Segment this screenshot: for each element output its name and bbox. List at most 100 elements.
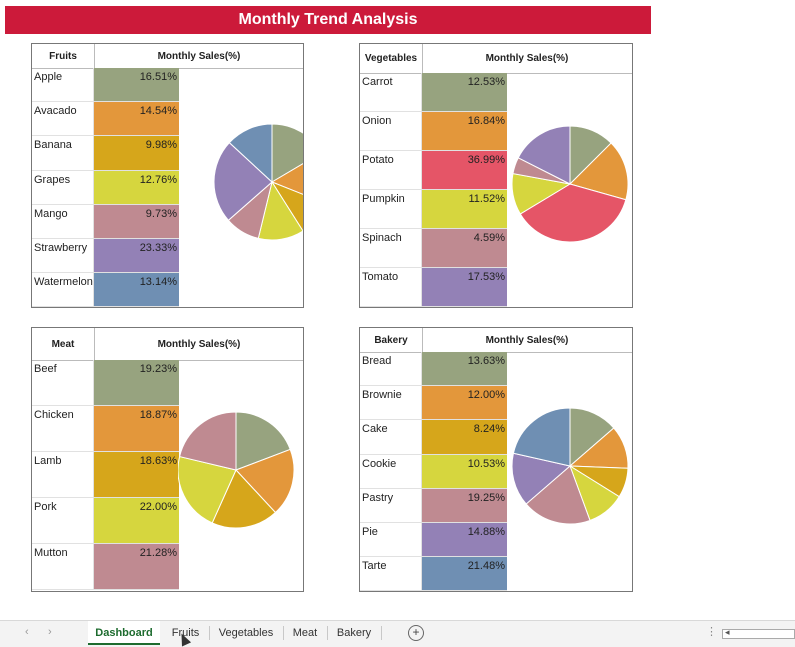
row-label: Cake <box>360 420 422 454</box>
pie-slice-onion <box>569 142 629 201</box>
chevron-left-icon[interactable]: ‹ <box>25 626 29 638</box>
tab-meat[interactable]: Meat <box>292 627 318 639</box>
column-header-sales: Monthly Sales(%) <box>485 53 569 64</box>
pie-slice-apple <box>271 124 303 183</box>
table-header: Vegetables Monthly Sales(%) <box>360 44 632 74</box>
row-value: 23.33% <box>94 238 179 273</box>
table-row: Spinach 4.59% <box>360 229 507 268</box>
row-value: 19.23% <box>94 360 179 405</box>
column-header-sales: Monthly Sales(%) <box>157 50 241 62</box>
pie-slice-avacado <box>270 163 303 195</box>
row-value: 16.51% <box>94 68 179 102</box>
row-value: 14.54% <box>94 102 179 136</box>
fruits-rows: Apple 16.51% Avacado 14.54% Banana 9.98% Grape… <box>32 68 179 307</box>
table-header: Meat Monthly Sales(%) <box>32 328 303 361</box>
chevron-left-icon[interactable]: ◂ <box>725 627 730 637</box>
table-row: Cookie 10.53% <box>360 454 507 489</box>
row-label: Pie <box>360 522 422 557</box>
tab-vegetables[interactable]: Vegetables <box>218 627 274 639</box>
row-label: Pastry <box>360 488 422 522</box>
meat-pie-chart <box>178 412 295 529</box>
row-label: Cookie <box>360 454 422 488</box>
row-label: Grapes <box>32 170 94 204</box>
table-row: Bread 13.63% <box>360 352 507 387</box>
row-value: 19.25% <box>422 488 507 522</box>
row-value: 10.53% <box>422 454 507 488</box>
pie-slice-tomato <box>517 126 571 185</box>
row-value: 13.63% <box>422 352 507 386</box>
table-row: Tarte 21.48% <box>360 557 507 591</box>
pie-slice-pie <box>511 452 572 505</box>
table-row: Pastry 19.25% <box>360 488 507 523</box>
row-label: Lamb <box>32 452 94 497</box>
horizontal-scrollbar[interactable]: ◂ <box>722 627 795 639</box>
row-value: 18.87% <box>94 406 179 451</box>
column-header-sales: Monthly Sales(%) <box>157 338 241 350</box>
column-header-category: Vegetables <box>360 44 423 73</box>
pie-slice-mutton <box>178 412 237 471</box>
column-header-category: Fruits <box>32 44 95 68</box>
pie-slice-lamb <box>211 469 277 529</box>
table-row: Grapes 12.76% <box>32 170 179 205</box>
table-row: Tomato 17.53% <box>360 268 507 307</box>
table-row: Pork 22.00% <box>32 498 179 544</box>
table-row: Cake 8.24% <box>360 420 507 455</box>
column-header-sales: Monthly Sales(%) <box>485 334 569 346</box>
tab-fruits[interactable]: Fruits <box>171 627 200 639</box>
table-row: Brownie 12.00% <box>360 386 507 421</box>
tab-separator <box>327 626 328 640</box>
tab-bakery[interactable]: Bakery <box>336 627 372 639</box>
row-value: 21.48% <box>422 557 507 591</box>
row-label: Mutton <box>32 544 94 589</box>
row-label: Pumpkin <box>360 190 422 228</box>
row-value: 4.59% <box>422 229 507 267</box>
table-row: Chicken 18.87% <box>32 406 179 452</box>
pie-slice-pastry <box>525 465 591 525</box>
tab-separator <box>209 626 210 640</box>
row-value: 12.00% <box>422 386 507 420</box>
row-label: Mango <box>32 204 94 238</box>
row-value: 13.14% <box>94 273 179 307</box>
row-value: 12.76% <box>94 170 179 204</box>
table-row: Mango 9.73% <box>32 204 179 239</box>
column-header-category: Bakery <box>360 328 423 352</box>
row-label: Brownie <box>360 386 422 420</box>
row-value: 8.24% <box>422 420 507 454</box>
row-label: Tomato <box>360 268 422 306</box>
row-value: 12.53% <box>422 73 507 111</box>
column-header-category: Meat <box>32 328 95 360</box>
plus-circle-icon[interactable]: + <box>408 625 424 641</box>
chevron-right-icon[interactable]: › <box>48 626 52 638</box>
row-value: 17.53% <box>422 268 507 306</box>
tab-separator <box>283 626 284 640</box>
more-options-icon[interactable]: ⋮ <box>706 626 717 638</box>
fruits-pie-chart <box>213 124 303 241</box>
row-label: Tarte <box>360 557 422 591</box>
bakery-pie-chart <box>511 408 629 525</box>
vegetables-pie-chart <box>511 126 629 243</box>
panel-vegetables: Vegetables Monthly Sales(%) Carrot 12.53%… <box>359 43 633 308</box>
row-value: 16.84% <box>422 112 507 150</box>
row-label: Avacado <box>32 102 94 136</box>
vegetables-rows: Carrot 12.53% Onion 16.84% Potato 36.99% Pumpk… <box>360 73 507 307</box>
meat-rows: Beef 19.23% Chicken 18.87% Lamb 18.63% Pork 22.… <box>32 360 179 590</box>
row-label: Potato <box>360 151 422 189</box>
row-label: Pork <box>32 498 94 543</box>
bakery-rows: Bread 13.63% Brownie 12.00% Cake 8.24% Cookie 1… <box>360 352 507 591</box>
tab-dashboard[interactable]: Dashboard <box>88 621 160 645</box>
row-value: 22.00% <box>94 498 179 543</box>
dashboard-title: Monthly Trend Analysis <box>5 6 651 34</box>
row-label: Chicken <box>32 406 94 451</box>
table-row: Avacado 14.54% <box>32 102 179 137</box>
row-label: Onion <box>360 112 422 150</box>
table-row: Onion 16.84% <box>360 112 507 151</box>
panel-meat: Meat Monthly Sales(%) Beef 19.23% Chicken 1… <box>31 327 304 592</box>
pie-slice-tarte <box>512 408 571 467</box>
row-label: Spinach <box>360 229 422 267</box>
table-row: Beef 19.23% <box>32 360 179 406</box>
table-row: Strawberry 23.33% <box>32 238 179 274</box>
pie-slice-pork <box>178 455 237 524</box>
table-row: Pumpkin 11.52% <box>360 190 507 229</box>
row-label: Beef <box>32 360 94 405</box>
tab-separator <box>381 626 382 640</box>
